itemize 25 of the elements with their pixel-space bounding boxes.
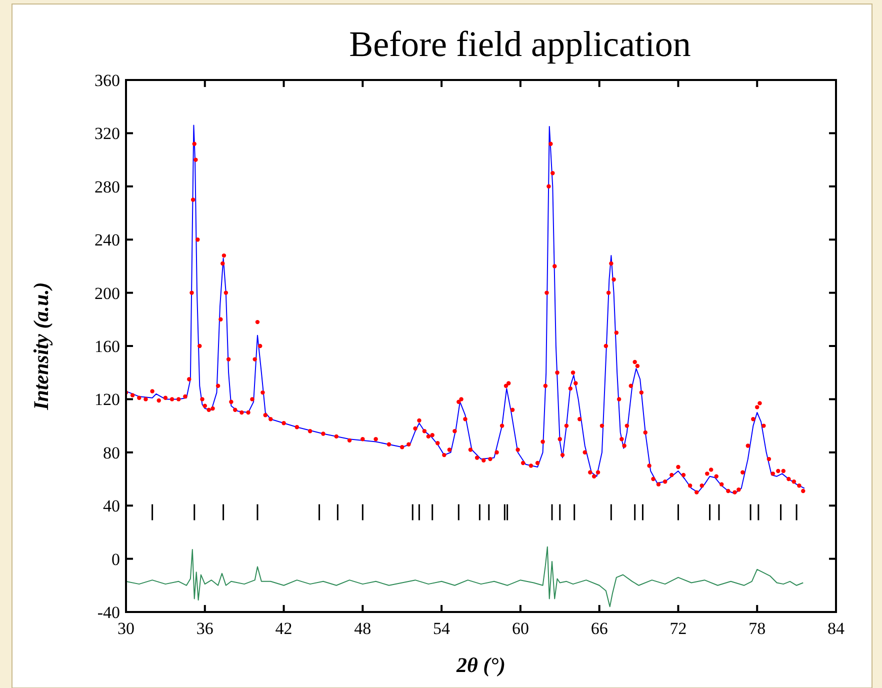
y-tick-label: 120 xyxy=(94,390,120,410)
x-axis-title: 2θ (°) xyxy=(455,653,506,677)
y-tick-label: 40 xyxy=(103,496,120,516)
x-tick-label: 48 xyxy=(354,619,372,638)
y-tick-label: -40 xyxy=(97,602,120,622)
x-tick-label: 54 xyxy=(433,619,451,638)
x-tick-label: 30 xyxy=(118,619,134,638)
y-tick-label: 240 xyxy=(94,230,120,250)
x-tick-label: 36 xyxy=(196,619,214,638)
x-tick-label: 42 xyxy=(275,619,292,638)
y-axis-title: Intensity (a.u.) xyxy=(29,282,53,411)
y-tick-label: 160 xyxy=(94,336,120,356)
line-series xyxy=(126,546,804,608)
chart-title: Before field application xyxy=(349,24,691,64)
y-tick-label: 200 xyxy=(94,284,120,303)
x-tick-label: 60 xyxy=(512,619,529,638)
x-tick-label: 78 xyxy=(748,619,766,638)
x-tick-label: 72 xyxy=(670,619,687,638)
y-tick-label: 360 xyxy=(94,70,120,90)
y-tick-label: 320 xyxy=(94,124,120,144)
y-tick-label: 0 xyxy=(112,550,120,569)
y-tick-label: 280 xyxy=(94,177,120,196)
x-tick-label: 84 xyxy=(828,619,845,638)
y-tick-label: 80 xyxy=(103,443,120,462)
x-tick-label: 66 xyxy=(590,619,608,638)
